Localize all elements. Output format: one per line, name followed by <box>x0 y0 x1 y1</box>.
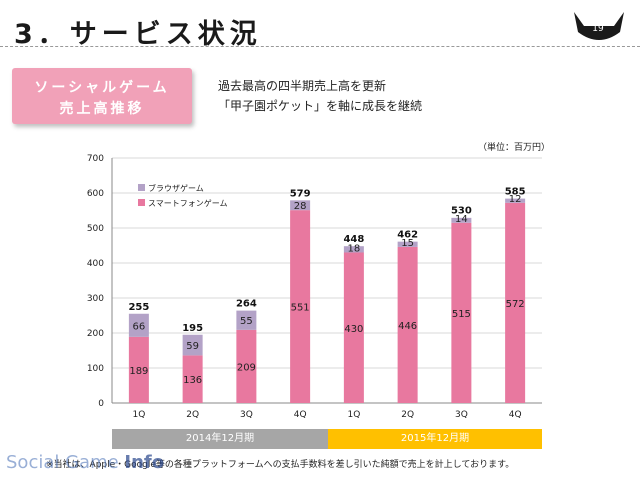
data-label-browser: 12 <box>509 194 522 205</box>
y-tick-label: 600 <box>87 189 104 199</box>
bar-smartphone <box>451 222 472 403</box>
y-tick-label: 300 <box>87 294 104 304</box>
legend-swatch-smartphone <box>138 199 145 206</box>
data-label-smartphone: 136 <box>183 375 202 386</box>
bar-smartphone <box>182 355 203 403</box>
page-number: 19 <box>592 24 604 34</box>
data-label-smartphone: 515 <box>452 309 471 320</box>
slide-title: 3．サービス状況 <box>14 19 262 50</box>
y-tick-label: 400 <box>87 259 104 269</box>
summary-line-1: 過去最高の四半期売上高を更新 <box>218 79 387 93</box>
bar-browser <box>505 198 526 203</box>
data-label-smartphone: 551 <box>291 303 310 314</box>
x-tick-label: 1Q <box>347 410 360 420</box>
bar-smartphone <box>343 252 364 403</box>
y-tick-label: 100 <box>87 364 104 374</box>
data-label-smartphone: 446 <box>398 321 417 332</box>
data-label-smartphone: 209 <box>237 362 256 373</box>
x-tick-label: 2Q <box>401 410 414 420</box>
y-tick-label: 500 <box>87 224 104 234</box>
x-tick-label: 4Q <box>509 410 522 420</box>
bar-browser <box>290 200 311 211</box>
data-label-total: 264 <box>236 299 257 310</box>
bar-browser <box>397 241 418 247</box>
bar-smartphone <box>128 336 149 403</box>
unit-note: （単位：百万円） <box>478 143 551 153</box>
period-label-2014: 2014年12月期 <box>112 429 328 449</box>
y-tick-label: 0 <box>98 399 104 409</box>
data-label-smartphone: 430 <box>344 324 363 335</box>
bar-smartphone <box>505 202 526 403</box>
data-label-total: 585 <box>505 186 526 197</box>
x-tick-label: 3Q <box>240 410 253 420</box>
bar-browser <box>182 334 203 356</box>
legend-swatch-browser <box>138 184 145 191</box>
title-divider <box>0 46 640 47</box>
data-label-total: 530 <box>451 206 472 217</box>
section-badge: ソーシャルゲーム 売上高推移 <box>12 68 192 124</box>
cat-logo-icon <box>574 12 624 40</box>
y-tick-label: 700 <box>87 154 104 164</box>
footnote: ※当社は、Apple・Google等の各種プラットフォームへの支払手数料を差し引… <box>46 460 515 470</box>
bar-smartphone <box>236 329 257 403</box>
legend-label-smartphone: スマートフォンゲーム <box>148 198 228 208</box>
data-label-browser: 66 <box>133 321 146 332</box>
data-label-browser: 28 <box>294 201 307 212</box>
x-tick-label: 3Q <box>455 410 468 420</box>
legend-label-browser: ブラウザゲーム <box>148 183 204 193</box>
bar-browser <box>343 246 364 253</box>
bar-browser <box>128 313 149 337</box>
x-tick-label: 1Q <box>132 410 145 420</box>
watermark-bold: Info <box>124 452 165 473</box>
bar-browser <box>236 310 257 330</box>
data-label-total: 195 <box>182 323 203 334</box>
data-label-total: 462 <box>397 229 418 240</box>
y-tick-label: 200 <box>87 329 104 339</box>
data-label-browser: 59 <box>186 341 199 352</box>
data-label-browser: 55 <box>240 316 253 327</box>
data-label-total: 255 <box>128 302 149 313</box>
watermark: Social Game Info <box>6 452 164 473</box>
watermark-text: Social Game <box>6 452 125 473</box>
data-label-browser: 15 <box>401 238 414 249</box>
data-label-browser: 14 <box>455 214 468 225</box>
badge-line-2: 売上高推移 <box>59 101 145 117</box>
bar-smartphone <box>397 246 418 403</box>
data-label-total: 579 <box>290 188 311 199</box>
summary-line-2: 「甲子園ポケット」を軸に成長を継続 <box>218 99 423 113</box>
data-label-total: 448 <box>343 234 364 245</box>
data-label-browser: 18 <box>348 244 361 255</box>
x-tick-label: 4Q <box>294 410 307 420</box>
bar-browser <box>451 217 472 223</box>
company-logo <box>570 6 628 52</box>
bar-smartphone <box>290 210 311 403</box>
period-label-2015: 2015年12月期 <box>328 429 542 449</box>
x-tick-label: 2Q <box>186 410 199 420</box>
badge-line-1: ソーシャルゲーム <box>34 80 170 96</box>
data-label-smartphone: 572 <box>506 299 525 310</box>
data-label-smartphone: 189 <box>129 366 148 377</box>
